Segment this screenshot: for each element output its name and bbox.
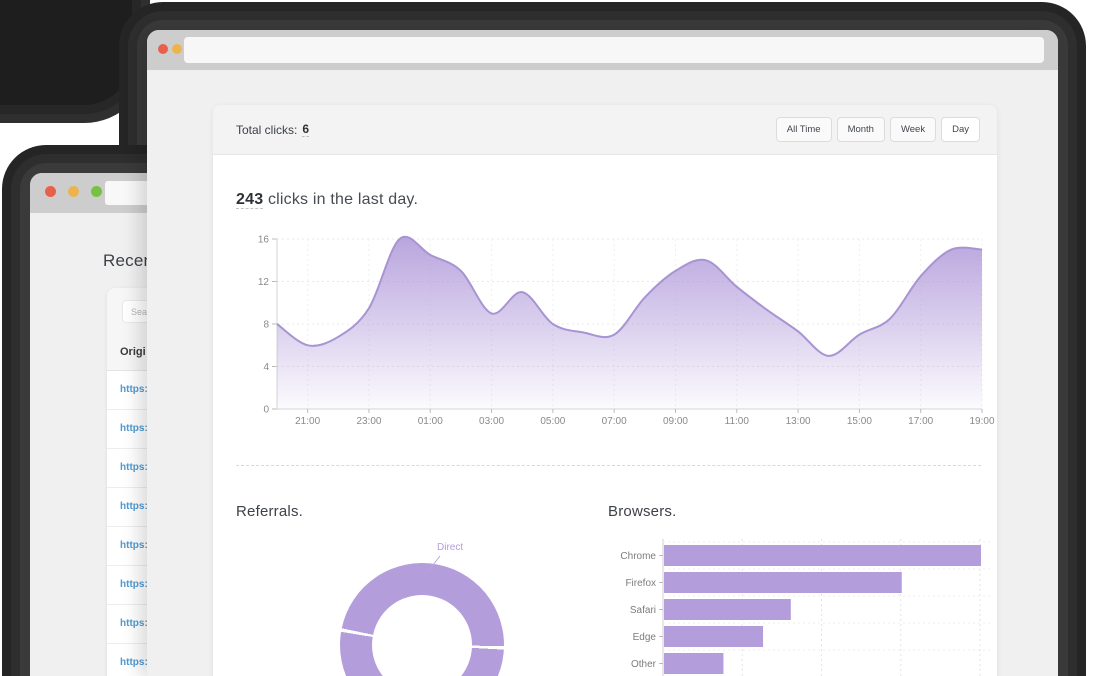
- search-input[interactable]: [122, 300, 148, 323]
- table-row: https:: [107, 410, 148, 449]
- svg-text:13:00: 13:00: [786, 416, 811, 427]
- table-row: https:: [107, 488, 148, 527]
- svg-text:16: 16: [258, 235, 270, 246]
- close-button[interactable]: [158, 44, 168, 54]
- svg-text:12: 12: [258, 277, 270, 288]
- clicks-area-chart: 0 4 8 12 16 21:00 23:00 01:00 03:00 05:00 07:00 09:…: [258, 235, 995, 428]
- clicks-caption: clicks in the last day.: [267, 191, 419, 208]
- front-browser-content: Total clicks: 6 All Time Month Week Day 243…: [147, 30, 1058, 676]
- svg-text:0: 0: [263, 405, 269, 416]
- svg-text:11:00: 11:00: [725, 416, 750, 427]
- original-url-link[interactable]: https:: [120, 501, 148, 512]
- filter-button-all-time[interactable]: All Time: [775, 117, 832, 142]
- svg-text:Firefox: Firefox: [625, 578, 656, 589]
- table-header-row: Origi: [107, 333, 148, 371]
- recent-links-card: Origi https:https:https:https:https:http…: [107, 288, 148, 676]
- analytics-card-header: Total clicks: 6 All Time Month Week Day: [213, 105, 997, 155]
- section-divider: [236, 465, 981, 466]
- back-titlebar: [30, 173, 148, 213]
- total-clicks-label: Total clicks:: [236, 122, 298, 137]
- back-browser-content: Recen Origi https:https:https:https:http…: [30, 173, 148, 676]
- svg-text:23:00: 23:00: [356, 416, 381, 427]
- original-url-link[interactable]: https:: [120, 462, 148, 473]
- svg-text:19:00: 19:00: [969, 416, 994, 427]
- svg-text:07:00: 07:00: [602, 416, 627, 427]
- svg-text:Safari: Safari: [630, 605, 656, 616]
- original-url-link[interactable]: https:: [120, 423, 148, 434]
- filter-button-day[interactable]: Day: [941, 117, 980, 142]
- zoom-button[interactable]: [91, 186, 102, 197]
- referrals-donut-chart: [340, 563, 504, 676]
- original-url-link[interactable]: https:: [120, 579, 148, 590]
- table-row: https:: [107, 605, 148, 644]
- recent-links-heading: Recen: [103, 251, 148, 270]
- analytics-card: Total clicks: 6 All Time Month Week Day 243…: [213, 105, 997, 676]
- table-row: https:: [107, 527, 148, 566]
- front-page-body: Total clicks: 6 All Time Month Week Day 243…: [147, 70, 1058, 676]
- svg-text:Chrome: Chrome: [620, 551, 656, 562]
- back-page-body: Recen Origi https:https:https:https:http…: [30, 213, 148, 676]
- svg-text:4: 4: [263, 362, 269, 373]
- donut-slice-label: Direct: [437, 542, 464, 553]
- svg-text:Other: Other: [631, 659, 657, 670]
- svg-text:Edge: Edge: [633, 632, 657, 643]
- svg-text:8: 8: [263, 320, 269, 331]
- clicks-count: 243: [236, 191, 264, 209]
- table-row: https:: [107, 449, 148, 488]
- svg-text:21:00: 21:00: [295, 416, 320, 427]
- svg-text:17:00: 17:00: [908, 416, 933, 427]
- svg-text:09:00: 09:00: [663, 416, 688, 427]
- original-url-link[interactable]: https:: [120, 540, 148, 551]
- background-frame-corner: [0, 0, 132, 105]
- front-titlebar: [147, 30, 1058, 70]
- browsers-bar-chart: Chrome Firefox Safari Edge Other: [620, 539, 993, 676]
- minimize-button[interactable]: [172, 44, 182, 54]
- time-filter-group: All Time Month Week Day: [775, 117, 980, 142]
- svg-text:15:00: 15:00: [847, 416, 872, 427]
- donut-label-leader-line: [428, 555, 441, 571]
- links-table: https: https: https: https: https: https: http…: [107, 371, 148, 676]
- svg-text:05:00: 05:00: [540, 416, 565, 427]
- filter-button-week[interactable]: Week: [889, 117, 937, 142]
- table-row: https:: [107, 566, 148, 605]
- address-bar[interactable]: [105, 181, 148, 205]
- original-url-link[interactable]: https:: [120, 384, 148, 395]
- referrals-title: Referrals.: [236, 503, 304, 520]
- table-row: https:: [107, 371, 148, 410]
- table-header-original-url: Origi: [120, 346, 146, 358]
- original-url-link[interactable]: https:: [120, 657, 148, 668]
- minimize-button[interactable]: [68, 186, 79, 197]
- address-bar[interactable]: [184, 37, 1044, 63]
- browsers-title: Browsers.: [608, 503, 677, 520]
- table-row: https:: [107, 644, 148, 676]
- filter-button-month[interactable]: Month: [836, 117, 885, 142]
- close-button[interactable]: [45, 186, 56, 197]
- svg-text:01:00: 01:00: [418, 416, 443, 427]
- back-browser-window: Recen Origi https:https:https:https:http…: [0, 0, 148, 676]
- original-url-link[interactable]: https:: [120, 618, 148, 629]
- total-clicks-value: 6: [302, 122, 310, 137]
- clicks-headline: 243 clicks in the last day.: [236, 191, 418, 209]
- svg-text:03:00: 03:00: [479, 416, 504, 427]
